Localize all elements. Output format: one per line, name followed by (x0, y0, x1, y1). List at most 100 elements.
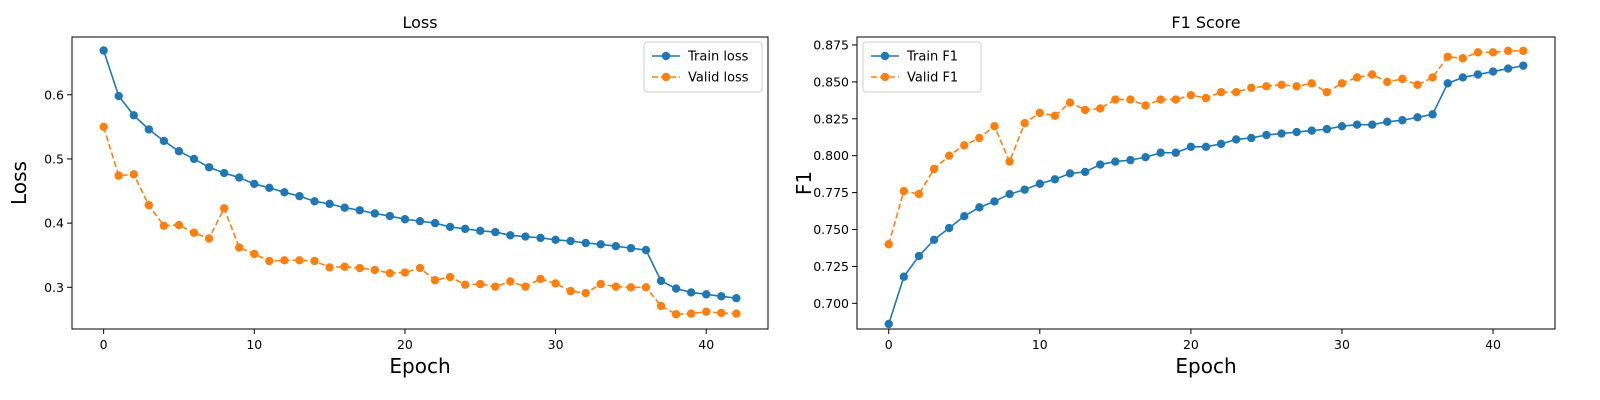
data-point (1126, 95, 1135, 104)
data-point (702, 307, 711, 316)
data-point (1020, 185, 1029, 194)
data-point (536, 274, 545, 284)
legend: Train loss Valid loss (643, 41, 763, 93)
data-point (265, 256, 274, 266)
legend-box (862, 41, 982, 93)
x-tick-label: 0 (885, 337, 893, 352)
data-point (717, 308, 726, 318)
legend-marker (661, 51, 671, 61)
data-point (1216, 88, 1226, 97)
x-tick-label: 10 (246, 337, 262, 352)
data-point (280, 188, 289, 197)
data-point (400, 268, 410, 277)
data-point (325, 199, 334, 209)
legend-marker (880, 72, 890, 82)
x-axis-label: Epoch (389, 354, 450, 378)
data-point (1005, 189, 1014, 199)
data-point (1141, 152, 1150, 162)
data-point (626, 283, 636, 292)
data-point (1277, 80, 1286, 90)
data-point (1247, 83, 1256, 92)
data-point (355, 263, 364, 273)
data-point (990, 121, 999, 131)
data-point (1503, 64, 1513, 73)
y-tick-label: 0.850 (813, 74, 849, 89)
chart-panel-1: F1 Score 0 10 20 30 40 0.700 0.725 0.750 0.775 0.8… (792, 13, 1556, 378)
data-point (1141, 101, 1150, 110)
data-point (929, 164, 939, 174)
data-point (1413, 80, 1422, 90)
data-point (144, 200, 154, 210)
data-point (1488, 48, 1498, 57)
data-point (325, 263, 334, 272)
data-point (1428, 73, 1437, 82)
data-point (430, 218, 440, 228)
data-point (1065, 169, 1075, 178)
data-point (960, 141, 969, 150)
data-point (1186, 142, 1196, 152)
data-point (1307, 126, 1316, 135)
data-point (566, 286, 575, 296)
data-point (1005, 157, 1014, 166)
data-point (899, 272, 909, 281)
data-point (340, 262, 349, 271)
data-point (1473, 48, 1483, 57)
y-tick-label: 0.725 (813, 259, 849, 274)
chart-title: F1 Score (1171, 13, 1240, 32)
data-point (491, 282, 500, 291)
data-point (310, 256, 319, 266)
data-point (1201, 93, 1211, 103)
x-tick-label: 40 (1485, 337, 1501, 352)
data-point (1232, 135, 1241, 144)
legend-label: Train F1 (906, 50, 958, 65)
legend: Train F1 Valid F1 (862, 41, 982, 93)
data-point (1473, 70, 1483, 79)
data-point (235, 173, 244, 182)
data-point (385, 211, 395, 221)
data-point (1277, 129, 1286, 138)
data-point (355, 206, 364, 215)
data-point (1065, 98, 1075, 107)
y-axis-label: F1 (792, 171, 816, 195)
data-point (476, 226, 485, 236)
data-point (129, 111, 138, 120)
plot-frame (71, 36, 769, 330)
data-point (929, 235, 939, 245)
data-point (960, 212, 969, 221)
data-point (1519, 46, 1528, 56)
data-point (1216, 139, 1226, 149)
y-tick-label: 0.775 (813, 185, 849, 200)
data-point (975, 133, 984, 143)
data-point (596, 279, 605, 289)
data-point (1519, 61, 1528, 70)
data-point (491, 227, 500, 237)
data-point (1247, 133, 1256, 143)
legend-label: Train loss (687, 50, 749, 65)
data-point (717, 292, 726, 301)
data-point (99, 122, 108, 132)
data-point (1413, 113, 1422, 122)
data-point (445, 222, 455, 232)
data-point (914, 189, 924, 199)
x-tick-label: 30 (548, 337, 564, 352)
data-point (1458, 54, 1468, 63)
data-point (899, 186, 909, 196)
data-point (114, 171, 123, 180)
data-point (174, 147, 184, 156)
y-tick-label: 0.4 (44, 216, 64, 231)
data-point (235, 243, 244, 252)
data-point (445, 272, 455, 282)
data-point (1352, 120, 1362, 129)
y-tick-label: 0.750 (813, 222, 849, 237)
data-point (732, 293, 741, 303)
data-point (551, 279, 560, 288)
data-point (1398, 116, 1407, 125)
legend-marker (661, 72, 671, 82)
data-point (884, 240, 893, 249)
chart-title: Loss (402, 13, 437, 32)
data-point (415, 263, 425, 273)
data-point (1171, 148, 1180, 157)
y-tick-label: 0.800 (813, 148, 849, 163)
data-point (204, 234, 214, 243)
